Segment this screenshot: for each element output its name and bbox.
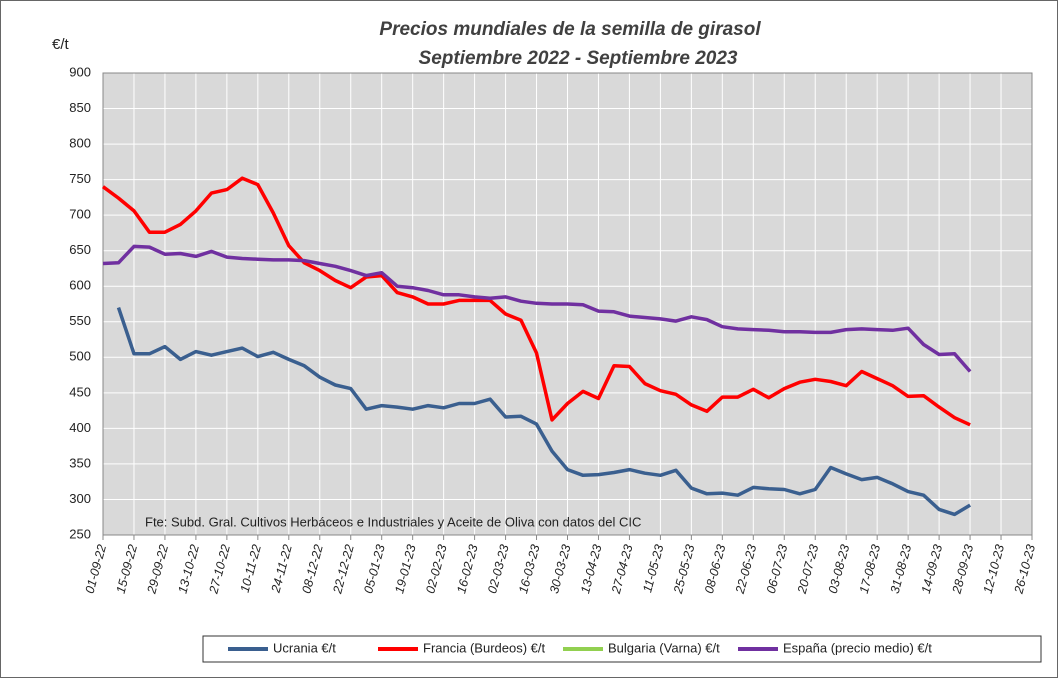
y-axis-label: €/t bbox=[52, 36, 70, 53]
y-tick-label: 550 bbox=[69, 313, 91, 328]
y-tick-label: 600 bbox=[69, 278, 91, 293]
y-tick-label: 900 bbox=[69, 64, 91, 79]
y-tick-label: 850 bbox=[69, 100, 91, 115]
series-line bbox=[101, 176, 971, 427]
y-tick-label: 700 bbox=[69, 207, 91, 222]
chart-title: Precios mundiales de la semilla de giras… bbox=[379, 19, 761, 40]
y-tick-label: 250 bbox=[69, 526, 91, 541]
legend bbox=[202, 635, 1042, 663]
legend-label: Ucrania €/t bbox=[273, 640, 336, 655]
series-line bbox=[116, 307, 972, 517]
y-tick-label: 400 bbox=[69, 420, 91, 435]
y-tick-label: 650 bbox=[69, 242, 91, 257]
y-tick-label: 300 bbox=[69, 491, 91, 506]
plot-border bbox=[102, 72, 1033, 536]
legend-label: Bulgaria (Varna) €/t bbox=[608, 640, 720, 655]
legend-label: Francia (Burdeos) €/t bbox=[423, 640, 545, 655]
series-line bbox=[102, 244, 972, 373]
y-tick-label: 450 bbox=[69, 384, 91, 399]
legend-label: España (precio medio) €/t bbox=[783, 640, 932, 655]
y-tick-label: 800 bbox=[69, 136, 91, 151]
y-tick-label: 350 bbox=[69, 455, 91, 470]
y-tick-label: 500 bbox=[69, 349, 91, 364]
chart-subtitle: Septiembre 2022 - Septiembre 2023 bbox=[419, 48, 738, 69]
annotation: Fte: Subd. Gral. Cultivos Herbáceos e In… bbox=[145, 514, 641, 529]
y-tick-label: 750 bbox=[69, 171, 91, 186]
